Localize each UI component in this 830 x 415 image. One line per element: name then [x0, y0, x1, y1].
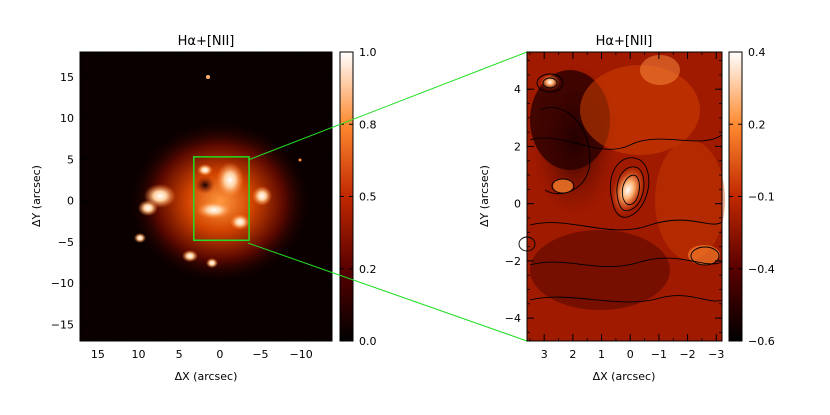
zoom-connector-top [247, 51, 528, 161]
left-colorbar-tick-label: 0.8 [359, 118, 377, 131]
left-x-tick-label: 15 [91, 348, 105, 361]
left-x-tick-label: −5 [252, 348, 268, 361]
right-title: Hα+[NII] [596, 34, 653, 49]
right-colorbar-tick-label: 0.2 [748, 118, 766, 131]
right-x-tick-label: −1 [651, 348, 667, 361]
left-panel: 15 10 5 0 −5 −10 −15 −10 −5 0 5 10 15 Hα+[NII] ΔX (a… [30, 34, 333, 383]
left-colorbar: 1.0 0.8 0.5 0.2 0.0 [339, 46, 377, 348]
left-x-tick-label: −10 [290, 348, 313, 361]
right-panel: 3 2 1 0 −1 −2 −3 −4 −2 0 2 4 Hα+[NII] ΔX (arcsec) Δ… [478, 34, 725, 383]
zoom-box [193, 156, 250, 242]
left-image-emission [128, 75, 312, 284]
left-y-tick-label: −15 [51, 318, 74, 331]
left-colorbar-tick-label: 0.0 [359, 335, 377, 348]
left-colorbar-tick-label: 0.5 [359, 191, 377, 204]
right-ylabel: ΔY (arcsec) [478, 165, 491, 227]
right-image-emission [530, 55, 725, 310]
left-xlabel: ΔX (arcsec) [175, 370, 238, 383]
right-plot-frame [526, 51, 723, 342]
right-xlabel: ΔX (arcsec) [593, 370, 656, 383]
left-colorbar-ticks: 1.0 0.8 0.5 0.2 0.0 [340, 46, 377, 348]
left-y-tick-label: 0 [67, 195, 74, 208]
left-title: Hα+[NII] [178, 34, 235, 49]
right-colorbar-tick-label: −0.4 [748, 263, 775, 276]
right-colorbar: 0.4 0.2 −0.1 −0.4 −0.6 [728, 46, 775, 348]
left-colorbar-tick-label: 1.0 [359, 46, 377, 59]
zoom-connector-bottom [247, 242, 528, 342]
left-y-tick-label: 10 [60, 112, 74, 125]
right-x-tick-label: −2 [679, 348, 695, 361]
right-y-tick-label: −2 [505, 255, 521, 268]
right-contours [518, 73, 723, 303]
right-colorbar-ticks: 0.4 0.2 −0.1 −0.4 −0.6 [729, 46, 775, 348]
left-y-tick-label: 5 [67, 153, 74, 166]
left-x-tick-label: 5 [176, 348, 183, 361]
left-x-tick-label: 0 [216, 348, 223, 361]
right-x-tick-label: 2 [569, 348, 576, 361]
right-y-tick-label: 4 [514, 83, 521, 96]
left-ylabel: ΔY (arcsec) [30, 165, 43, 227]
right-y-tick-label: 2 [514, 140, 521, 153]
right-x-tick-label: −3 [708, 348, 724, 361]
right-x-tick-label: 1 [598, 348, 605, 361]
right-colorbar-tick-label: −0.6 [748, 335, 775, 348]
left-colorbar-tick-label: 0.2 [359, 263, 377, 276]
left-x-tick-label: 10 [132, 348, 146, 361]
left-plot-frame [79, 51, 333, 342]
zoom-connectors [247, 51, 528, 342]
right-y-tick-label: −4 [505, 312, 521, 325]
left-y-tick-label: −10 [51, 277, 74, 290]
left-y-tick-label: −5 [58, 236, 74, 249]
left-axis-ticks: 15 10 5 0 −5 −10 −15 −10 −5 0 5 10 15 [51, 51, 332, 361]
right-colorbar-tick-label: 0.4 [748, 46, 766, 59]
right-colorbar-tick-label: −0.1 [748, 191, 775, 204]
left-y-tick-label: 15 [60, 71, 74, 84]
right-y-tick-label: 0 [514, 198, 521, 211]
right-axis-ticks: 3 2 1 0 −1 −2 −3 −4 −2 0 2 4 [505, 52, 724, 361]
right-x-tick-label: 3 [541, 348, 548, 361]
right-x-tick-label: 0 [627, 348, 634, 361]
